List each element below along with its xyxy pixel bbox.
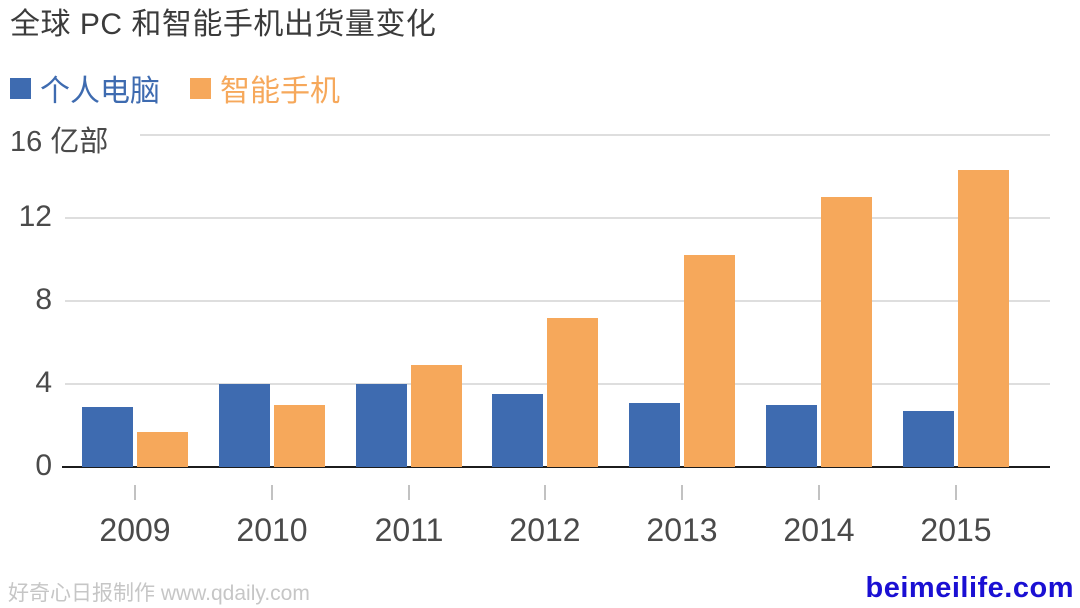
- x-tick-label-2015: 2015: [920, 512, 992, 548]
- bar-2011-smartphone: [411, 365, 462, 467]
- y-axis-unit-label: 16 亿部: [10, 126, 109, 158]
- legend-item-pc: 个人电脑: [10, 66, 160, 110]
- x-axis-line: [62, 466, 1050, 468]
- bar-2015-smartphone: [958, 170, 1009, 467]
- bar-2009-pc: [82, 407, 133, 467]
- gridline-8: [65, 300, 1050, 302]
- legend-item-smartphone: 智能手机: [190, 66, 340, 110]
- chart-title: 全球 PC 和智能手机出货量变化: [10, 8, 437, 41]
- watermark: beimeilife.com: [865, 572, 1074, 604]
- x-tick-2013: [681, 485, 683, 500]
- bar-2015-pc: [903, 411, 954, 467]
- legend-label-pc: 个人电脑: [40, 75, 160, 108]
- smartphone-swatch-icon: [190, 77, 211, 99]
- pc-swatch-icon: [10, 77, 31, 99]
- x-tick-2012: [544, 485, 546, 500]
- y-tick-label-4: 4: [35, 366, 52, 399]
- x-tick-2014: [818, 485, 820, 500]
- x-tick-label-2010: 2010: [236, 512, 308, 548]
- x-tick-label-2012: 2012: [509, 512, 581, 548]
- bar-2011-pc: [356, 384, 407, 467]
- legend: 个人电脑 智能手机: [10, 66, 340, 110]
- source-credit: 好奇心日报制作 www.qdaily.com: [8, 582, 310, 605]
- x-tick-2010: [271, 485, 273, 500]
- bar-2014-smartphone: [821, 197, 872, 467]
- y-tick-label-12: 12: [18, 200, 52, 233]
- x-tick-label-2009: 2009: [99, 512, 171, 548]
- x-tick-label-2014: 2014: [783, 512, 855, 548]
- bar-2010-pc: [219, 384, 270, 467]
- gridline-12: [65, 217, 1050, 219]
- legend-label-smartphone: 智能手机: [220, 75, 340, 108]
- y-tick-label-0: 0: [35, 449, 52, 482]
- bar-2012-pc: [492, 394, 543, 467]
- x-tick-2011: [408, 485, 410, 500]
- bar-2009-smartphone: [137, 432, 188, 467]
- bar-2013-smartphone: [684, 255, 735, 467]
- gridline-16: [140, 134, 1050, 136]
- bar-2013-pc: [629, 403, 680, 467]
- x-tick-label-2013: 2013: [646, 512, 718, 548]
- bar-2010-smartphone: [274, 405, 325, 467]
- x-tick-label-2011: 2011: [374, 512, 444, 548]
- y-tick-label-8: 8: [35, 283, 52, 316]
- bar-2012-smartphone: [547, 318, 598, 467]
- x-tick-2015: [955, 485, 957, 500]
- bar-2014-pc: [766, 405, 817, 467]
- x-tick-2009: [134, 485, 136, 500]
